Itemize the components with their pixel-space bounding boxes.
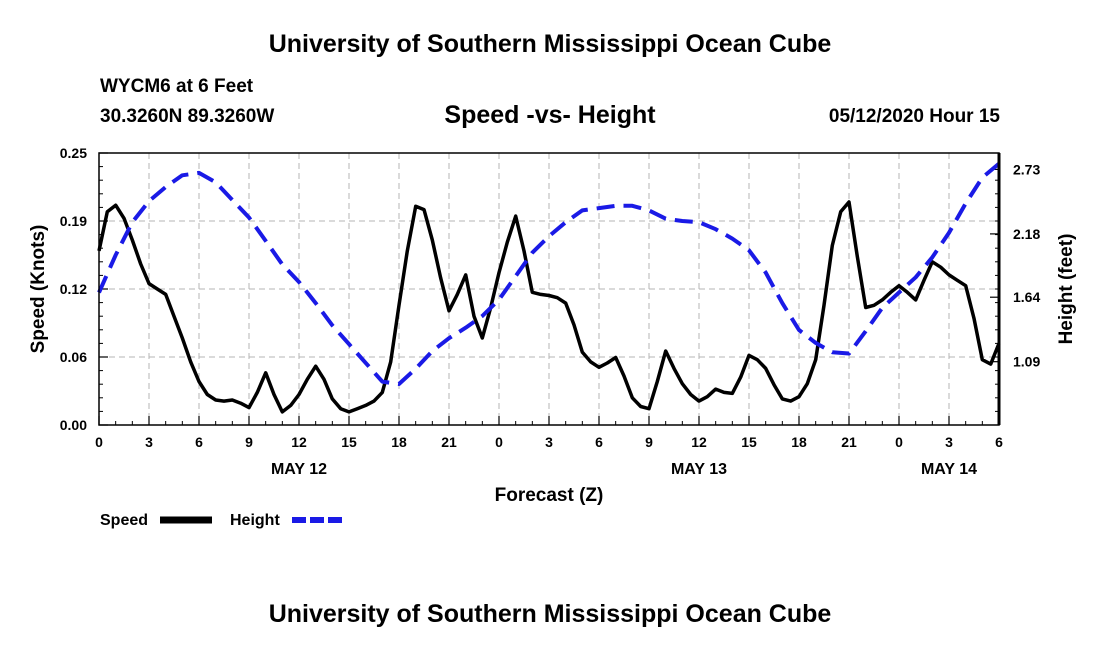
x-tick-label: 15: [741, 434, 757, 450]
page-title-bottom: University of Southern Mississippi Ocean…: [268, 600, 832, 628]
x-tick-label: 18: [391, 434, 407, 450]
x-tick-label: 12: [291, 434, 307, 450]
station-label: WYCM6 at 6 Feet: [100, 76, 254, 97]
x-tick-label: 3: [945, 434, 953, 450]
x-tick-label: 0: [95, 434, 103, 450]
x-tick-label: 21: [841, 434, 857, 450]
x-tick-label: 9: [645, 434, 653, 450]
y2-tick-label: 2.73: [1013, 161, 1040, 177]
y-tick-label: 0.19: [60, 213, 87, 229]
x-tick-label: 15: [341, 434, 357, 450]
y-tick-label: 0.25: [60, 145, 87, 161]
x-axis-label: Forecast (Z): [495, 485, 604, 506]
y-tick-label: 0.12: [60, 281, 87, 297]
legend: Speed Height: [100, 512, 344, 529]
x-tick-label: 6: [195, 434, 203, 450]
date-label: MAY 13: [671, 461, 727, 478]
x-tick-label: 3: [145, 434, 153, 450]
coordinates-label: 30.3260N 89.3260W: [100, 106, 275, 127]
y-axis-label: Speed (Knots): [28, 225, 49, 354]
speed-series-line: [97, 200, 1001, 414]
date-label: MAY 14: [921, 461, 977, 478]
x-tick-label: 9: [245, 434, 253, 450]
y-tick-label: 0.06: [60, 349, 87, 365]
date-label: MAY 12: [271, 461, 327, 478]
x-tick-label: 21: [441, 434, 457, 450]
x-tick-label: 6: [595, 434, 603, 450]
x-tick-label: 0: [895, 434, 903, 450]
x-tick-label: 6: [995, 434, 1003, 450]
run-time-label: 05/12/2020 Hour 15: [828, 106, 1000, 127]
height-series-line: [97, 162, 1001, 386]
grid-lines: [99, 153, 999, 425]
x-tick-label: 18: [791, 434, 807, 450]
page-title-top: University of Southern Mississippi Ocean…: [268, 30, 832, 58]
y-tick-label: 0.00: [60, 417, 87, 433]
axis-labels: 0 3 6 9 12 15 18 21 0 3 6 9 12 15 18 21 0 3 6 MAY 12 MAY 13 M…: [28, 145, 1077, 506]
x-tick-label: 12: [691, 434, 707, 450]
x-tick-label: 3: [545, 434, 553, 450]
y2-tick-label: 1.09: [1013, 354, 1040, 370]
y2-tick-label: 2.18: [1013, 226, 1040, 242]
x-tick-label: 0: [495, 434, 503, 450]
y2-tick-label: 1.64: [1013, 289, 1040, 305]
series-group: [97, 162, 1001, 414]
legend-label-height: Height: [230, 512, 280, 529]
y2-axis-label: Height (feet): [1056, 234, 1077, 345]
chart-title: Speed -vs- Height: [444, 101, 656, 129]
legend-label-speed: Speed: [100, 512, 148, 529]
